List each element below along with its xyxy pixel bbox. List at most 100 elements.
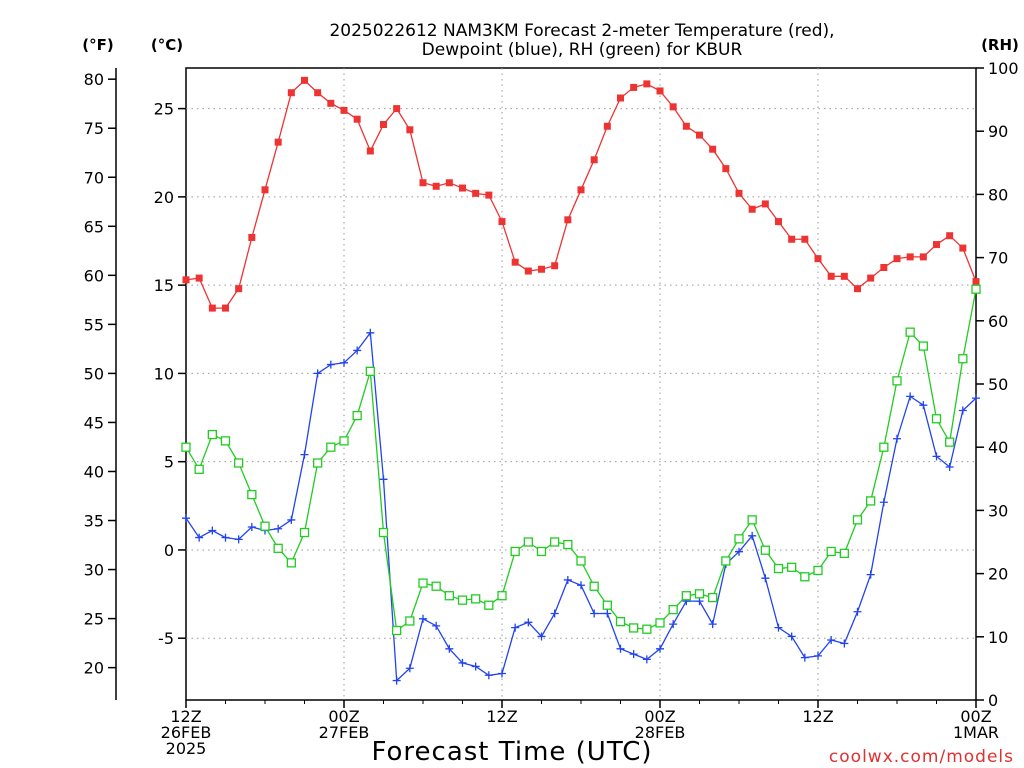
time-tick-label: 12Z — [170, 707, 201, 726]
temperature-point — [261, 186, 269, 194]
temperature-point — [906, 253, 914, 261]
rh-point — [773, 563, 784, 574]
dewpoint-point — [945, 462, 954, 471]
dewpoint-point — [906, 392, 915, 401]
chart-subtitle: Dewpoint (blue), RH (green) for KBUR — [422, 40, 743, 60]
celsius-tick-label: 20 — [154, 188, 174, 207]
rh-point — [234, 458, 244, 468]
rh-point — [392, 625, 402, 636]
temperature-point — [840, 272, 848, 280]
time-tick-label: 1MAR — [953, 723, 999, 742]
dewpoint-point — [840, 639, 849, 648]
temperature-point — [380, 120, 387, 128]
temperature-point — [393, 105, 401, 113]
rh-tick-label: 20 — [988, 565, 1008, 584]
temperature-point — [485, 191, 493, 199]
dewpoint-point — [656, 644, 664, 653]
rh-tick-label: 40 — [988, 438, 1008, 457]
rh-point — [550, 537, 560, 547]
temperature-point — [669, 103, 677, 111]
chart-title: 2025022612 NAM3KM Forecast 2-meter Tempe… — [329, 21, 834, 41]
dewpoint-point — [958, 406, 967, 415]
dewpoint-point — [234, 535, 243, 544]
dewpoint-point — [603, 609, 612, 618]
dewpoint-point — [787, 632, 796, 641]
rh-point — [787, 562, 797, 572]
temperature-point — [788, 235, 796, 243]
rh-point — [602, 600, 612, 610]
rh-point — [866, 496, 876, 506]
temperature-point — [551, 262, 559, 270]
plot-frame — [185, 67, 977, 701]
rh-point — [839, 548, 849, 559]
dewpoint-point — [432, 621, 441, 630]
temperature-point — [538, 265, 545, 273]
fahrenheit-tick-label: 25 — [84, 610, 104, 629]
rh-point — [536, 546, 547, 557]
rh-point — [589, 581, 599, 591]
dewpoint-line — [185, 331, 977, 682]
temperature-point — [709, 145, 717, 153]
temperature-point — [748, 205, 756, 213]
rh-point — [629, 623, 639, 633]
dewpoint-point — [577, 581, 585, 590]
rh-point — [471, 594, 481, 604]
dewpoint-point — [221, 533, 230, 542]
temperature-point — [827, 272, 835, 280]
rh-tick-label: 30 — [988, 501, 1008, 520]
dewpoint-point — [748, 531, 757, 540]
rh-point — [958, 354, 968, 364]
time-tick-label: 28FEB — [635, 723, 686, 742]
dewpoint-point — [932, 452, 941, 461]
temperature-point — [933, 241, 940, 249]
dewpoint-point — [471, 662, 480, 671]
dewpoint-point — [195, 533, 204, 542]
dewpoint-point — [379, 475, 388, 484]
temperature-point — [959, 244, 967, 252]
temperature-point — [577, 186, 585, 194]
celsius-tick-label: 25 — [154, 100, 174, 119]
temperature-point — [564, 216, 572, 224]
temperature-point — [248, 233, 256, 241]
dewpoint-point — [893, 434, 901, 443]
rh-point — [905, 327, 915, 337]
rh-point — [299, 527, 310, 538]
fahrenheit-tick-label: 40 — [84, 462, 104, 481]
fahrenheit-tick-label: 80 — [84, 70, 104, 89]
temperature-point — [972, 278, 980, 286]
rh-point — [457, 595, 468, 605]
dewpoint-point — [774, 623, 783, 632]
fahrenheit-tick-label: 45 — [84, 413, 104, 432]
temperature-line — [185, 79, 977, 309]
dewpoint-point — [537, 632, 546, 641]
rh-tick-label: 90 — [988, 122, 1008, 141]
rh-point — [708, 592, 718, 603]
celsius-tick-label: -5 — [158, 629, 174, 648]
rh-point — [497, 591, 507, 601]
fahrenheit-tick-label: 75 — [84, 119, 104, 138]
x-axis-label: Forecast Time (UTC) — [371, 737, 652, 767]
temperature-point — [459, 184, 466, 192]
rh-point — [181, 442, 191, 452]
rh-tick-label: 50 — [988, 375, 1008, 394]
temperature-point — [603, 122, 611, 130]
temperature-point — [617, 94, 624, 102]
temperature-point — [445, 179, 453, 187]
dewpoint-point — [629, 650, 638, 659]
rh-point — [576, 556, 586, 566]
rh-point — [668, 604, 678, 615]
temperature-point — [222, 304, 229, 312]
temperature-point — [814, 255, 822, 263]
dewpoint-point — [563, 575, 572, 584]
dewpoint-point — [392, 676, 401, 685]
temperature-point — [854, 285, 861, 293]
rh-point — [339, 436, 349, 446]
dewpoint-point — [735, 547, 743, 556]
rh-point — [418, 578, 428, 588]
dewpoint-point — [313, 369, 322, 378]
rh-point — [378, 527, 389, 538]
celsius-unit-label: (°C) — [151, 36, 183, 54]
rh-unit-label: (RH) — [981, 36, 1019, 54]
time-tick-label: 12Z — [486, 707, 517, 726]
